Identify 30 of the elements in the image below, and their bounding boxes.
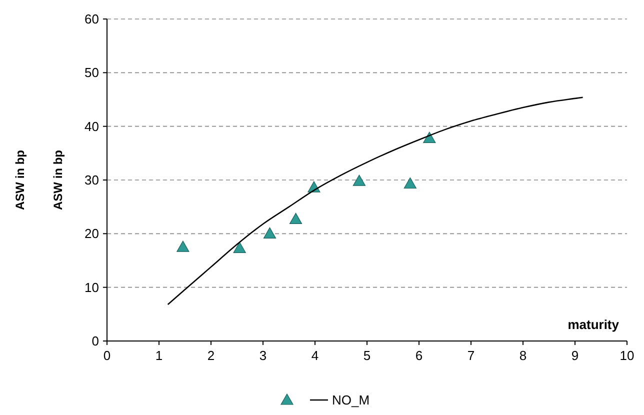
y-tick-label: 0 (92, 334, 99, 349)
x-tick-label: 4 (311, 348, 319, 363)
y-tick-label: 60 (84, 12, 99, 27)
x-tick-label: 6 (415, 348, 423, 363)
x-tick-label: 9 (571, 348, 579, 363)
y-tick-label: 30 (84, 172, 99, 188)
x-tick-label: 10 (620, 348, 634, 363)
x-tick-label: 2 (207, 348, 215, 363)
y-tick-label: 10 (84, 280, 99, 295)
y-tick-label: 50 (84, 65, 99, 80)
x-tick-label: 5 (363, 348, 371, 363)
point (176, 240, 190, 252)
x-tick-label: 1 (155, 348, 163, 363)
y-tick-label: 40 (84, 118, 99, 134)
legend-label: NO_M (332, 392, 370, 408)
point (233, 242, 246, 253)
point (263, 227, 276, 238)
x-tick-label: 7 (467, 348, 475, 363)
point (289, 212, 302, 224)
line-series (167, 96, 584, 306)
point (404, 177, 416, 189)
point (423, 132, 436, 143)
x-tick-label: 8 (519, 348, 527, 363)
point (352, 174, 366, 186)
x-tick-label: 0 (103, 348, 111, 363)
y-axis-title: ASW in bp (51, 150, 65, 210)
text: ASW in bp (13, 150, 27, 210)
y-tick-label: 20 (84, 226, 99, 242)
x-axis-title: maturity (568, 317, 620, 332)
x-tick-label: 3 (259, 348, 267, 363)
